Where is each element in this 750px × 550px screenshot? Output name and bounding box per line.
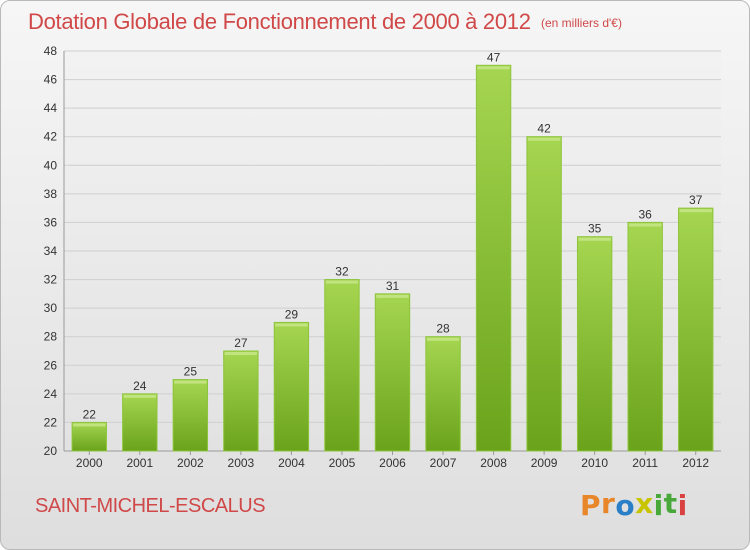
data-label-2010: 35 [588,222,602,236]
bar-2009 [526,136,562,452]
x-tick-label-2003: 2003 [228,456,255,470]
bar-highlight [123,394,156,398]
commune-name: SAINT-MICHEL-ESCALUS [35,495,266,517]
bar-highlight [325,280,359,284]
data-label-2000: 22 [83,407,97,421]
y-tick-label: 40 [44,158,58,172]
bar-highlight [679,209,712,213]
data-label-2009: 42 [537,122,551,136]
bar-2000 [71,421,107,452]
plot-area: 20 22 24 26 28 30 32 34 36 38 40 42 44 46 48 22 2000 24 20… [44,44,721,470]
data-label-2007: 28 [436,322,450,336]
data-label-2001: 24 [133,379,147,393]
y-tick-label: 30 [44,301,58,315]
logo-letter: x [635,487,654,520]
bar-highlight [477,66,510,70]
chart-title: Dotation Globale de Fonctionnement de 20… [28,9,531,34]
y-tick-label: 38 [44,187,58,201]
x-tick-label-2010: 2010 [581,456,608,470]
data-label-2005: 32 [335,265,349,279]
bar-2007 [425,336,461,452]
bar-highlight [224,352,258,355]
proxiti-logo[interactable]: Proxiti [580,487,688,522]
x-tick-label-2012: 2012 [682,456,709,470]
y-tick-label: 20 [44,444,58,458]
x-tick-label-2008: 2008 [480,456,507,470]
x-tick-label-2009: 2009 [531,456,558,470]
logo-letter: t [663,487,678,520]
data-label-2012: 37 [689,193,703,207]
data-label-2004: 29 [285,307,299,321]
bar-2008 [475,64,512,452]
y-tick-label: 24 [44,387,58,401]
bar-highlight [578,237,611,241]
y-tick-label: 34 [44,244,58,258]
x-tick-label-2005: 2005 [329,456,356,470]
data-label-2002: 25 [184,365,198,379]
bar-2001 [122,393,158,452]
bar-2004 [273,321,310,452]
bar-highlight [527,137,561,141]
logo-letter: r [601,487,616,520]
bar-highlight [174,380,207,384]
y-tick-label: 36 [44,215,58,229]
y-tick-label: 48 [44,44,58,58]
bar-2011 [627,221,663,452]
bar-2010 [576,236,613,452]
x-tick-label-2011: 2011 [632,456,658,470]
data-label-2011: 36 [639,207,653,221]
y-tick-label: 44 [44,101,58,115]
bar-2006 [374,293,411,452]
x-tick-label-2007: 2007 [430,456,457,470]
bar-highlight [426,337,460,341]
x-tick-label-2000: 2000 [76,456,103,470]
y-tick-label: 46 [44,73,58,87]
bar-2005 [324,279,360,452]
y-tick-label: 32 [44,273,58,287]
chart-unit: (en milliers d'€) [541,16,622,30]
data-label-2008: 47 [487,50,501,64]
x-tick-label-2002: 2002 [177,456,204,470]
y-tick-label: 28 [44,330,58,344]
data-label-2003: 27 [234,336,248,350]
x-tick-label-2006: 2006 [379,456,406,470]
x-tick-label-2001: 2001 [126,456,153,470]
bar-highlight [275,323,308,327]
y-tick-label: 22 [44,415,58,429]
data-label-2006: 31 [386,279,400,293]
bar-highlight [629,223,662,227]
y-tick-label: 26 [44,358,58,372]
bar-2003 [223,350,259,452]
y-tick-label: 42 [44,130,58,144]
logo-letter: i [653,489,664,522]
logo-letter: i [677,489,688,522]
logo-letter: P [580,489,602,522]
bar-highlight [73,423,106,427]
bar-highlight [376,294,409,298]
bar-2002 [172,379,209,452]
bar-2012 [678,207,714,452]
x-tick-label-2004: 2004 [278,456,305,470]
logo-letter: o [615,489,636,522]
